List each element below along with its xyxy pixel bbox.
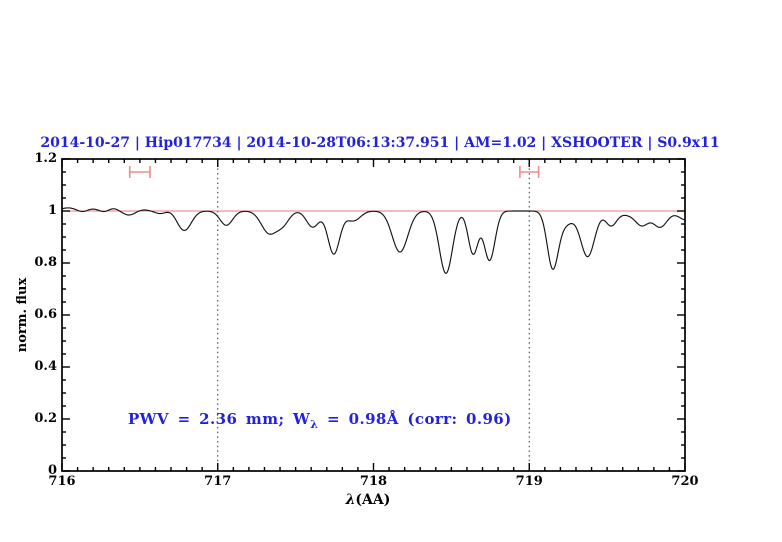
pwv-annotation: PWV = 2.36 mm; Wλ = 0.98Å (corr: 0.96): [128, 410, 512, 431]
y-tick-label: 0.2: [34, 411, 57, 426]
x-tick-label: 719: [515, 474, 543, 489]
annotation-suffix: = 0.98Å (corr: 0.96): [318, 410, 512, 428]
y-tick-label: 1: [47, 203, 57, 218]
annotation-subscript-lambda: λ: [310, 418, 319, 431]
plot-title: 2014-10-27 | Hip017734 | 2014-10-28T06:1…: [40, 135, 720, 151]
y-tick-label: 0.4: [34, 359, 57, 374]
x-tick-label: 717: [204, 474, 232, 489]
annotation-prefix: PWV = 2.36 mm; W: [128, 410, 311, 428]
x-tick-label: 720: [671, 474, 699, 489]
x-axis-unit: (AA): [355, 492, 391, 508]
x-tick-label: 718: [359, 474, 388, 489]
lambda-symbol: λ: [345, 492, 356, 508]
y-tick-label: 1.2: [34, 151, 57, 166]
spectrum-path: [61, 207, 686, 274]
y-tick-label: 0: [47, 463, 57, 478]
y-tick-label: 0.8: [34, 255, 57, 270]
y-tick-label: 0.6: [34, 307, 57, 322]
x-axis-label: λ(AA): [268, 492, 468, 510]
x-tick-label: 716: [48, 474, 76, 489]
